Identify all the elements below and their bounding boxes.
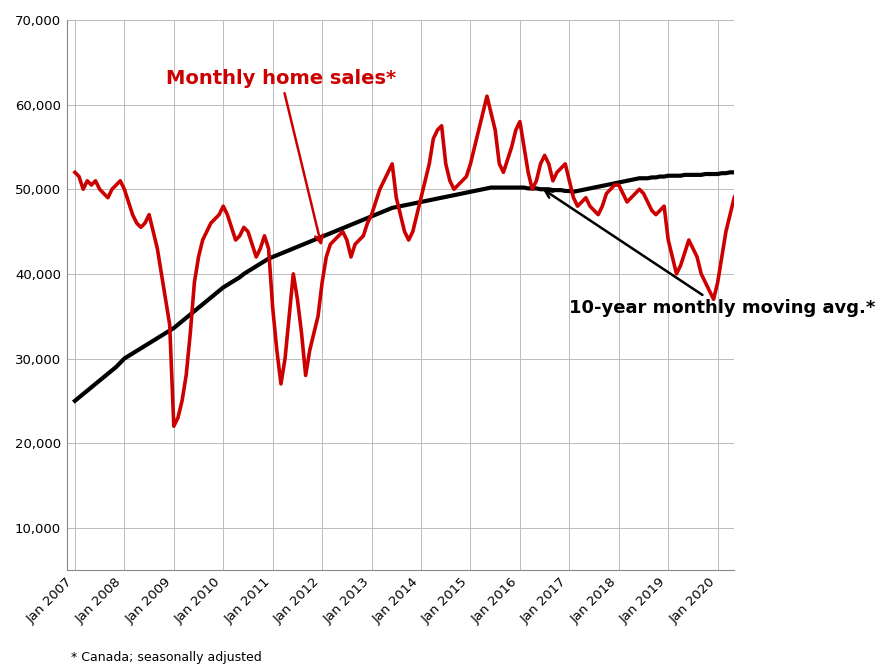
Text: Monthly home sales*: Monthly home sales* [166, 69, 396, 243]
Text: 10-year monthly moving avg.*: 10-year monthly moving avg.* [545, 190, 875, 317]
Text: * Canada; seasonally adjusted: * Canada; seasonally adjusted [71, 651, 261, 664]
